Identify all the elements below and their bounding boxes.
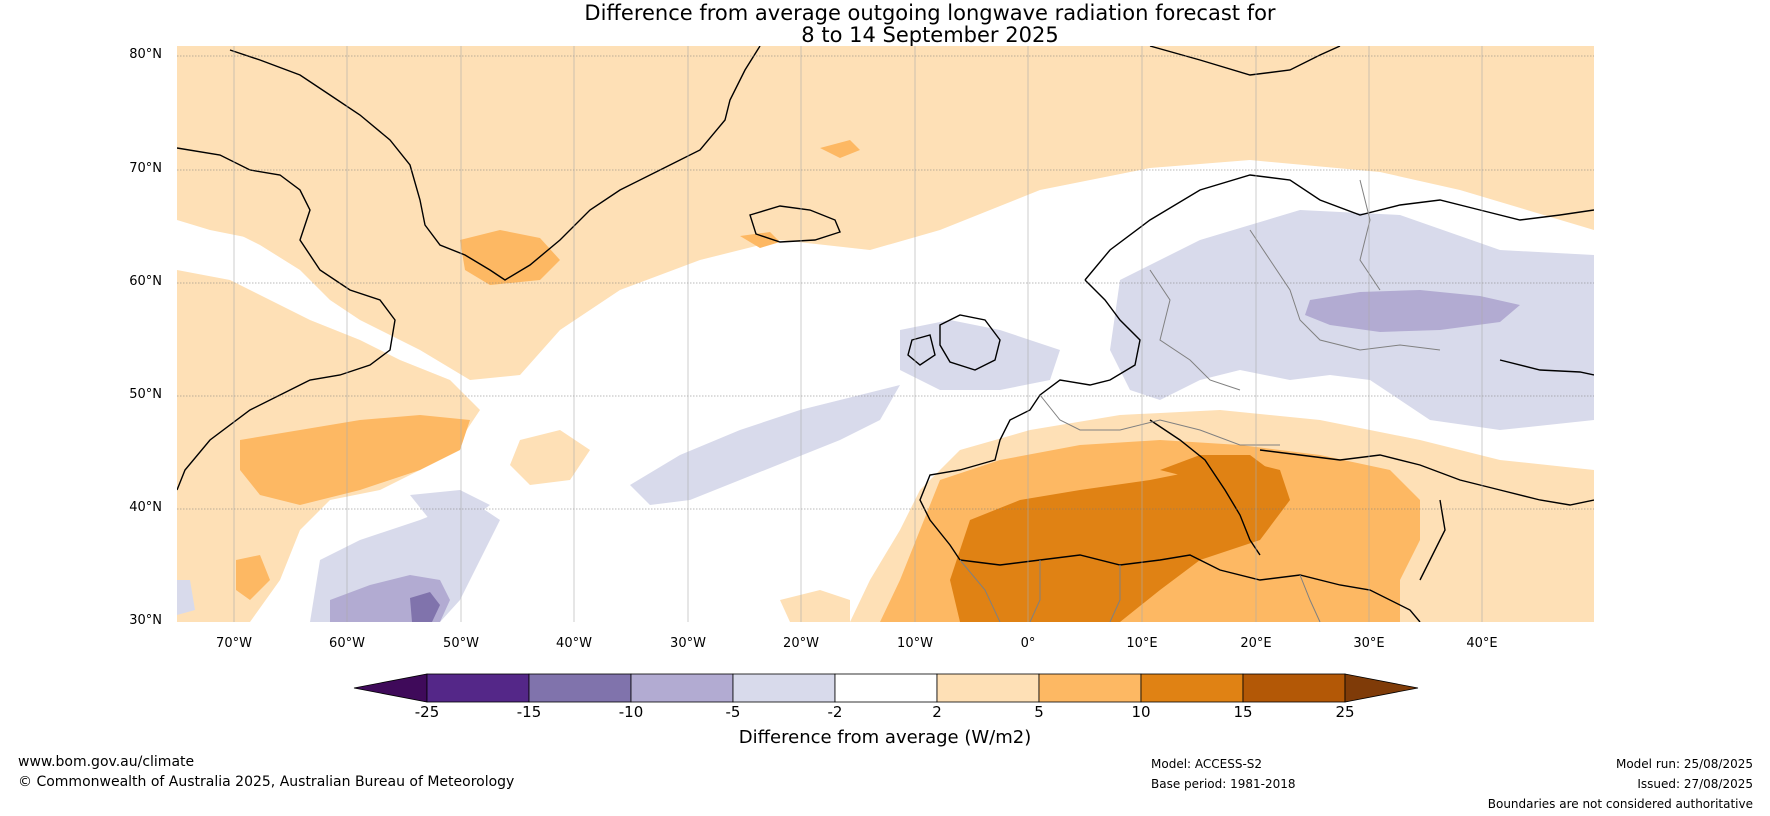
- colorbar-bin: [732, 673, 836, 703]
- country-borders: [959, 179, 1441, 622]
- colorbar-tick-label: -2: [827, 703, 843, 721]
- colorbar-tick-label: 15: [1233, 703, 1253, 721]
- lon-label-20e: 20°E: [1240, 636, 1272, 651]
- colorbar-bin: [528, 673, 632, 703]
- lat-label-60n: 60°N: [129, 274, 162, 289]
- colorbar-tick-label: 5: [1034, 703, 1044, 721]
- colorbar-bin: [426, 673, 530, 703]
- lat-label-80n: 80°N: [129, 47, 162, 62]
- lon-label-50w: 50°W: [443, 636, 479, 651]
- lon-gridlines: [233, 46, 1483, 622]
- lon-label-30e: 30°E: [1353, 636, 1385, 651]
- colorbar-tick-label: -10: [618, 703, 644, 721]
- lon-label-10w: 10°W: [897, 636, 933, 651]
- colorbar-tick-label: -15: [516, 703, 542, 721]
- colorbar-tick-label: 10: [1131, 703, 1151, 721]
- colorbar-title: Difference from average (W/m2): [738, 727, 1032, 748]
- colorbar: [353, 673, 1419, 703]
- lon-label-40e: 40°E: [1466, 636, 1498, 651]
- colorbar-tick-label: 25: [1335, 703, 1355, 721]
- map-area: [177, 46, 1594, 622]
- colorbar-extend-low: [353, 673, 428, 703]
- lon-label-70w: 70°W: [216, 636, 252, 651]
- website-link[interactable]: www.bom.gov.au/climate: [18, 754, 195, 770]
- colorbar-bin: [834, 673, 938, 703]
- lat-label-50n: 50°N: [129, 387, 162, 402]
- lon-label-0: 0°: [1020, 636, 1036, 651]
- copyright-notice: © Commonwealth of Australia 2025, Austra…: [18, 774, 515, 790]
- lat-label-70n: 70°N: [129, 161, 162, 176]
- coastlines: [177, 46, 1594, 622]
- colorbar-tick-label: -5: [725, 703, 741, 721]
- lat-gridlines: [177, 55, 1594, 510]
- base-period: Base period: 1981-2018: [1151, 777, 1296, 791]
- colorbar-bin: [1140, 673, 1244, 703]
- anomaly-10-to-15-areas: [950, 455, 1290, 622]
- issued-date: Issued: 27/08/2025: [1637, 777, 1753, 791]
- lon-label-30w: 30°W: [670, 636, 706, 651]
- lat-label-40n: 40°N: [129, 500, 162, 515]
- colorbar-bin: [1242, 673, 1346, 703]
- colorbar-bin: [936, 673, 1040, 703]
- colorbar-tick-label: 2: [932, 703, 942, 721]
- lon-label-60w: 60°W: [329, 636, 365, 651]
- colorbar-bin: [1038, 673, 1142, 703]
- boundaries-disclaimer: Boundaries are not considered authoritat…: [1487, 797, 1753, 811]
- colorbar-bin: [630, 673, 734, 703]
- model-name: Model: ACCESS-S2: [1151, 757, 1263, 771]
- lat-label-30n: 30°N: [129, 613, 162, 628]
- lon-label-10e: 10°E: [1126, 636, 1158, 651]
- colorbar-extend-high: [1344, 673, 1419, 703]
- model-run-date: Model run: 25/08/2025: [1615, 757, 1753, 771]
- colorbar-tick-label: -25: [414, 703, 440, 721]
- map-title-line-1: Difference from average outgoing longwav…: [584, 1, 1276, 25]
- lon-label-40w: 40°W: [556, 636, 592, 651]
- anomaly-minus-10-to-minus-15-areas: [410, 592, 440, 622]
- map-title-line-2: 8 to 14 September 2025: [801, 23, 1059, 47]
- lon-label-20w: 20°W: [783, 636, 819, 651]
